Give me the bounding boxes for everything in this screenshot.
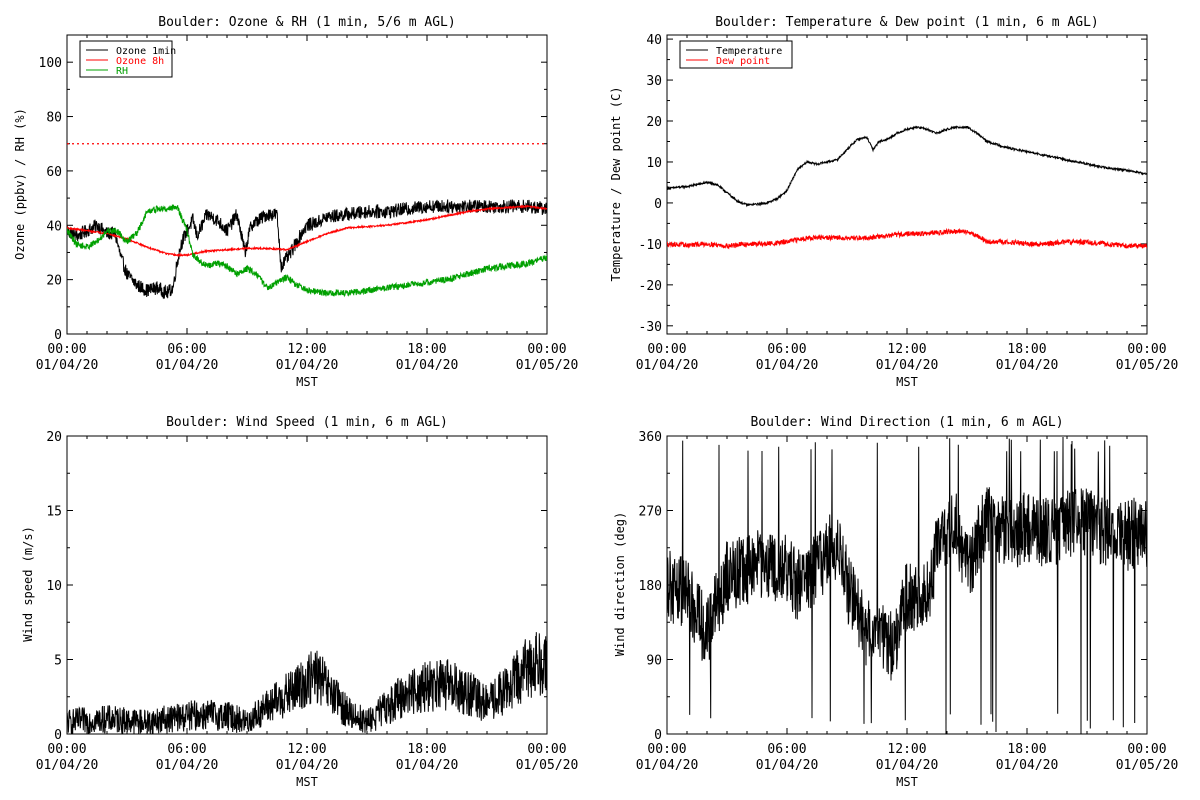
wind-direction-panel: Boulder: Wind Direction (1 min, 6 m AGL)… xyxy=(613,415,1178,789)
x-tick-time-label: 00:00 xyxy=(647,742,686,757)
chart-title: Boulder: Ozone & RH (1 min, 5/6 m AGL) xyxy=(158,15,455,30)
x-tick-time-label: 00:00 xyxy=(47,742,86,757)
y-tick-label: 180 xyxy=(639,579,662,594)
x-tick-date-label: 01/04/20 xyxy=(36,758,99,773)
x-tick-time-label: 18:00 xyxy=(407,742,446,757)
y-tick-label: 30 xyxy=(646,74,662,89)
y-tick-label: 0 xyxy=(654,728,662,743)
x-tick-time-label: 00:00 xyxy=(1127,342,1166,357)
legend-label: Ozone 1min xyxy=(116,46,176,57)
x-axis-label: MST xyxy=(296,775,318,789)
y-tick-label: -30 xyxy=(639,320,662,335)
y-tick-label: 80 xyxy=(46,111,62,126)
y-tick-label: 360 xyxy=(639,430,662,445)
x-tick-time-label: 06:00 xyxy=(767,342,806,357)
x-tick-time-label: 06:00 xyxy=(767,742,806,757)
x-tick-time-label: 06:00 xyxy=(167,742,206,757)
x-tick-date-label: 01/04/20 xyxy=(396,358,459,373)
legend-box xyxy=(79,40,173,78)
dew-point-line xyxy=(667,227,1147,250)
x-tick-date-label: 01/04/20 xyxy=(756,758,819,773)
x-tick-time-label: 18:00 xyxy=(1007,742,1046,757)
y-tick-label: 270 xyxy=(639,505,662,520)
y-axis-label: Wind direction (deg) xyxy=(613,512,627,657)
legend-label: Ozone 8h xyxy=(116,56,164,67)
x-tick-time-label: 00:00 xyxy=(647,342,686,357)
y-tick-label: 100 xyxy=(39,56,62,71)
temperature-line xyxy=(667,125,1147,208)
x-tick-date-label: 01/04/20 xyxy=(156,358,219,373)
x-tick-time-label: 00:00 xyxy=(527,742,566,757)
x-tick-date-label: 01/04/20 xyxy=(996,358,1059,373)
x-tick-date-label: 01/05/20 xyxy=(1116,358,1179,373)
chart-title: Boulder: Wind Speed (1 min, 6 m AGL) xyxy=(166,415,448,430)
x-tick-date-label: 01/04/20 xyxy=(876,358,939,373)
x-axis-label: MST xyxy=(896,375,918,389)
x-tick-time-label: 12:00 xyxy=(287,742,326,757)
y-tick-label: 60 xyxy=(46,165,62,180)
x-tick-date-label: 01/04/20 xyxy=(276,358,339,373)
x-tick-time-label: 00:00 xyxy=(47,342,86,357)
y-tick-label: 20 xyxy=(646,115,662,130)
y-tick-label: 5 xyxy=(54,654,62,669)
x-tick-time-label: 00:00 xyxy=(1127,742,1166,757)
wind-speed-panel: Boulder: Wind Speed (1 min, 6 m AGL) MST… xyxy=(21,415,578,789)
y-axis-label: Wind speed (m/s) xyxy=(21,526,35,642)
x-tick-time-label: 12:00 xyxy=(287,342,326,357)
x-tick-time-label: 18:00 xyxy=(1007,342,1046,357)
y-tick-label: 10 xyxy=(646,156,662,171)
rh-line xyxy=(67,204,547,298)
y-tick-label: 20 xyxy=(46,274,62,289)
x-axis-label: MST xyxy=(896,775,918,789)
y-axis-label: Temperature / Dew point (C) xyxy=(609,86,623,281)
x-tick-date-label: 01/04/20 xyxy=(876,758,939,773)
y-axis-label: Ozone (ppbv) / RH (%) xyxy=(13,108,27,260)
y-tick-label: 40 xyxy=(46,219,62,234)
chart-title: Boulder: Wind Direction (1 min, 6 m AGL) xyxy=(750,415,1063,430)
x-tick-date-label: 01/04/20 xyxy=(396,758,459,773)
x-tick-date-label: 01/04/20 xyxy=(156,758,219,773)
plot-frame xyxy=(666,34,1148,335)
series-line xyxy=(667,436,1147,734)
y-tick-label: 10 xyxy=(46,579,62,594)
x-tick-time-label: 00:00 xyxy=(527,342,566,357)
x-tick-date-label: 01/05/20 xyxy=(516,758,579,773)
y-tick-label: 20 xyxy=(46,430,62,445)
x-tick-date-label: 01/04/20 xyxy=(276,758,339,773)
ozone-8h-line xyxy=(67,204,547,258)
x-tick-time-label: 12:00 xyxy=(887,342,926,357)
legend-label: Dew point xyxy=(716,56,770,67)
x-tick-time-label: 18:00 xyxy=(407,342,446,357)
y-tick-label: 40 xyxy=(646,33,662,48)
x-tick-date-label: 01/05/20 xyxy=(516,358,579,373)
x-tick-date-label: 01/04/20 xyxy=(636,358,699,373)
x-tick-time-label: 06:00 xyxy=(167,342,206,357)
chart-title: Boulder: Temperature & Dew point (1 min,… xyxy=(715,15,1099,30)
series-line xyxy=(67,632,547,734)
y-tick-label: 90 xyxy=(646,654,662,669)
y-tick-label: 0 xyxy=(54,328,62,343)
x-axis-label: MST xyxy=(296,375,318,389)
legend-box xyxy=(679,40,793,69)
y-tick-label: -20 xyxy=(639,279,662,294)
x-tick-date-label: 01/04/20 xyxy=(756,358,819,373)
legend-label: RH xyxy=(116,66,128,77)
x-tick-date-label: 01/04/20 xyxy=(636,758,699,773)
x-tick-date-label: 01/05/20 xyxy=(1116,758,1179,773)
ozone-1min-line xyxy=(67,199,547,300)
y-tick-label: -10 xyxy=(639,238,662,253)
y-tick-label: 0 xyxy=(54,728,62,743)
x-tick-time-label: 12:00 xyxy=(887,742,926,757)
ozone-rh-panel: Boulder: Ozone & RH (1 min, 5/6 m AGL) M… xyxy=(13,15,578,389)
y-tick-label: 0 xyxy=(654,197,662,212)
y-tick-label: 15 xyxy=(46,505,62,520)
legend-label: Temperature xyxy=(716,46,782,57)
x-tick-date-label: 01/04/20 xyxy=(996,758,1059,773)
temperature-dewpoint-panel: Boulder: Temperature & Dew point (1 min,… xyxy=(609,15,1178,389)
x-tick-date-label: 01/04/20 xyxy=(36,358,99,373)
